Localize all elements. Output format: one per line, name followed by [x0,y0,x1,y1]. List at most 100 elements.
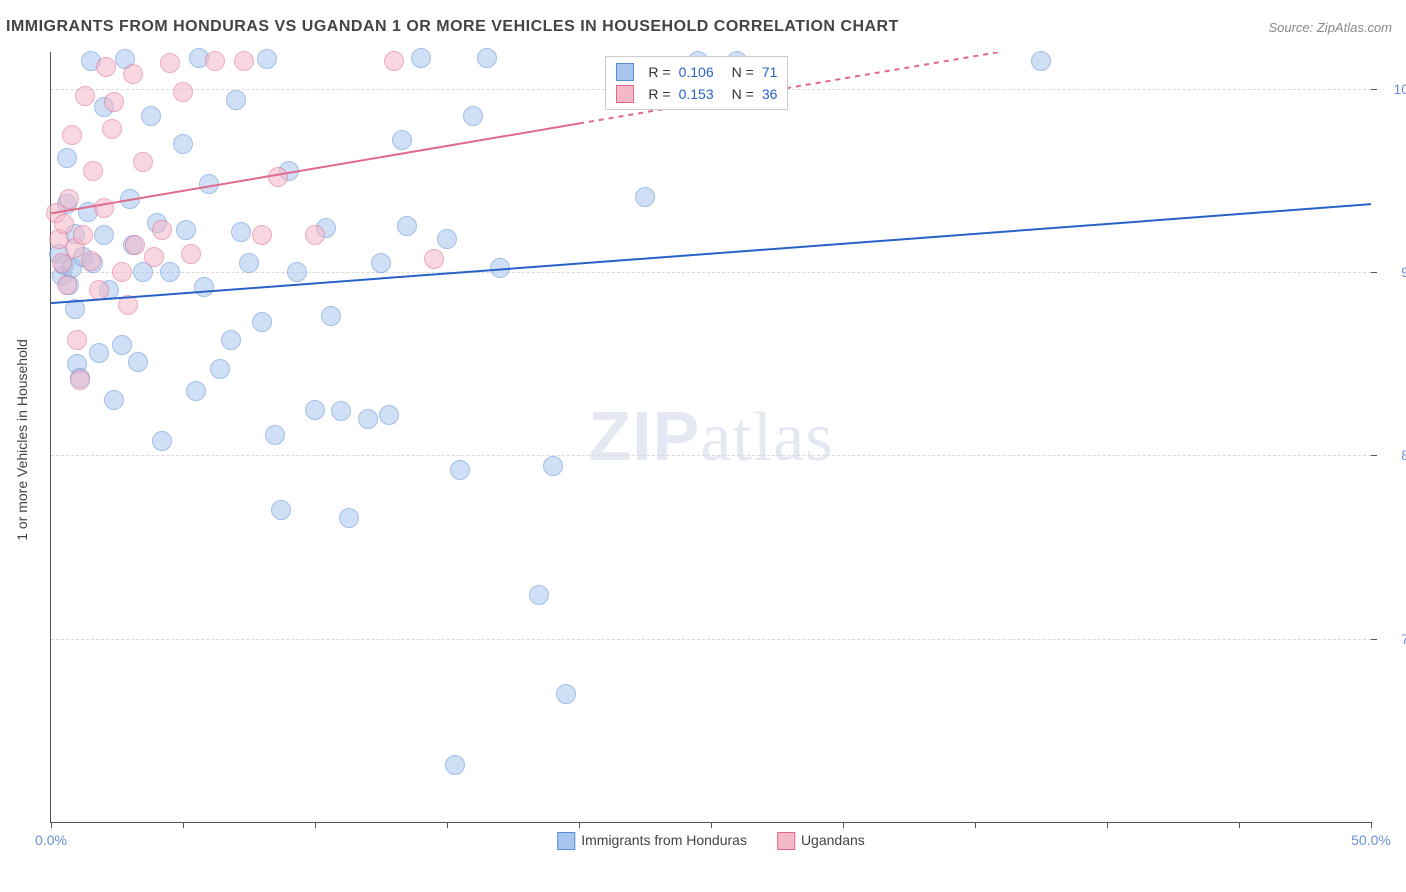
y-tick [1371,272,1377,273]
x-tick-label: 50.0% [1351,832,1391,848]
data-point [118,295,138,315]
x-tick [1371,822,1372,828]
data-point [424,249,444,269]
data-point [252,225,272,245]
data-point [89,343,109,363]
data-point [397,216,417,236]
data-point [62,125,82,145]
data-point [1031,51,1051,71]
data-point [437,229,457,249]
data-point [556,684,576,704]
data-point [477,48,497,68]
header: IMMIGRANTS FROM HONDURAS VS UGANDAN 1 OR… [0,0,1406,44]
data-point [635,187,655,207]
x-tick [975,822,976,828]
data-point [125,235,145,255]
x-tick [183,822,184,828]
data-point [176,220,196,240]
data-point [463,106,483,126]
data-point [83,161,103,181]
data-point [94,225,114,245]
data-point [152,220,172,240]
data-point [102,119,122,139]
data-point [70,370,90,390]
x-tick [51,822,52,828]
data-point [226,90,246,110]
r-value: 0.153 [679,83,714,105]
x-tick [711,822,712,828]
data-point [265,425,285,445]
data-point [321,306,341,326]
data-point [73,225,93,245]
gridline-h [51,455,1371,456]
x-tick [579,822,580,828]
data-point [57,148,77,168]
legend-swatch [777,832,795,850]
data-point [445,755,465,775]
y-tick-label: 90.0% [1381,264,1406,280]
x-tick [1107,822,1108,828]
x-tick [315,822,316,828]
x-tick [843,822,844,828]
n-value: 36 [762,83,778,105]
correlation-row: R =0.106N =71 [616,61,777,83]
data-point [133,152,153,172]
legend-swatch [616,63,634,81]
data-point [358,409,378,429]
y-tick [1371,639,1377,640]
y-tick [1371,455,1377,456]
data-point [543,456,563,476]
y-axis-label: 1 or more Vehicles in Household [14,339,30,541]
r-value: 0.106 [679,61,714,83]
data-point [173,134,193,154]
data-point [123,64,143,84]
data-point [152,431,172,451]
x-tick [1239,822,1240,828]
chart-title: IMMIGRANTS FROM HONDURAS VS UGANDAN 1 OR… [6,18,899,36]
data-point [144,247,164,267]
x-tick [447,822,448,828]
trend-lines [51,52,1371,822]
legend-item: Immigrants from Honduras [557,832,747,850]
data-point [54,214,74,234]
data-point [96,57,116,77]
data-point [141,106,161,126]
y-tick [1371,89,1377,90]
data-point [268,167,288,187]
data-point [57,275,77,295]
scatter-plot: ZIPatlas 70.0%80.0%90.0%100.0%0.0%50.0%R… [50,52,1371,823]
data-point [331,401,351,421]
data-point [94,198,114,218]
data-point [384,51,404,71]
n-value: 71 [762,61,778,83]
data-point [339,508,359,528]
data-point [271,500,291,520]
data-point [67,330,87,350]
source-label: Source: ZipAtlas.com [1268,20,1392,35]
data-point [75,86,95,106]
data-point [160,53,180,73]
correlation-row: R =0.153N =36 [616,83,777,105]
y-tick-label: 100.0% [1381,81,1406,97]
data-point [371,253,391,273]
data-point [257,49,277,69]
data-point [89,280,109,300]
y-tick-label: 70.0% [1381,631,1406,647]
data-point [194,277,214,297]
data-point [120,189,140,209]
correlation-legend: R =0.106N =71R =0.153N =36 [605,56,788,110]
data-point [112,262,132,282]
data-point [205,51,225,71]
data-point [221,330,241,350]
gridline-h [51,639,1371,640]
data-point [104,92,124,112]
data-point [181,244,201,264]
data-point [529,585,549,605]
x-tick-label: 0.0% [35,832,67,848]
legend-swatch [557,832,575,850]
data-point [450,460,470,480]
data-point [305,400,325,420]
data-point [173,82,193,102]
data-point [287,262,307,282]
data-point [160,262,180,282]
